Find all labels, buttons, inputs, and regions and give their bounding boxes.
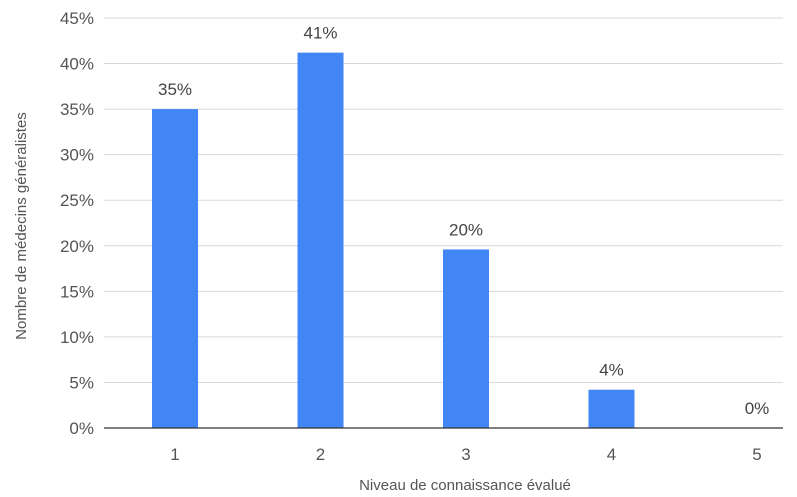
y-tick-label: 25% xyxy=(60,191,94,210)
y-tick-label: 15% xyxy=(60,282,94,301)
y-tick-label: 30% xyxy=(60,146,94,165)
data-label: 0% xyxy=(745,399,770,418)
y-axis-ticks: 0% 5% 10% 15% 20% 25% 30% 35% 40% 45% xyxy=(60,9,94,438)
y-tick-label: 35% xyxy=(60,100,94,119)
x-tick-label: 3 xyxy=(461,445,470,464)
data-label: 35% xyxy=(158,80,192,99)
y-tick-label: 40% xyxy=(60,55,94,74)
y-tick-label: 5% xyxy=(69,373,94,392)
data-label: 41% xyxy=(303,24,337,43)
x-tick-label: 5 xyxy=(752,445,761,464)
x-axis-title: Niveau de connaissance évalué xyxy=(359,477,571,494)
y-tick-label: 0% xyxy=(69,419,94,438)
y-tick-label: 45% xyxy=(60,9,94,28)
data-label: 20% xyxy=(449,220,483,239)
bars xyxy=(152,52,635,428)
x-tick-label: 4 xyxy=(607,445,616,464)
y-tick-label: 10% xyxy=(60,328,94,347)
bar xyxy=(152,109,198,428)
data-label: 4% xyxy=(599,361,624,380)
y-axis-title: Nombre de médecins généralistes xyxy=(13,112,30,340)
bar xyxy=(297,52,344,428)
bar xyxy=(588,389,635,428)
y-tick-label: 20% xyxy=(60,237,94,256)
bar xyxy=(443,249,489,428)
data-labels: 35% 41% 20% 4% 0% xyxy=(158,24,769,418)
x-axis-ticks: 1 2 3 4 5 xyxy=(170,445,761,464)
x-tick-label: 2 xyxy=(316,445,325,464)
x-tick-label: 1 xyxy=(170,445,179,464)
gridlines xyxy=(104,17,783,383)
